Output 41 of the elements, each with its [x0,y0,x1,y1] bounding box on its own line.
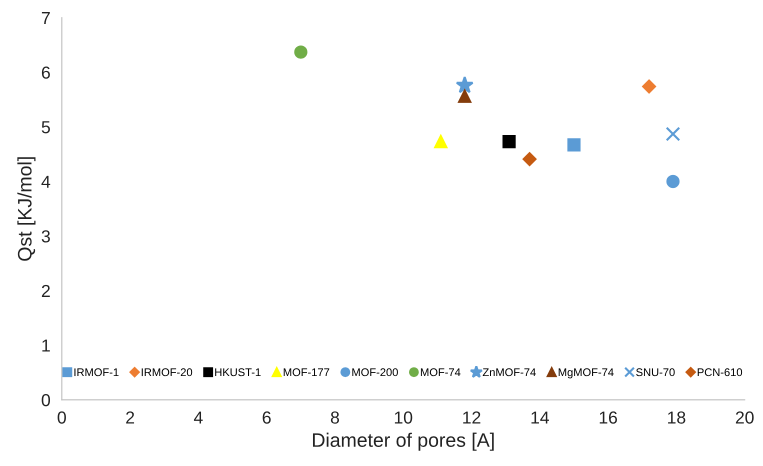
point [567,138,581,152]
x-tick-label: 14 [531,412,549,424]
point [522,152,537,166]
x-tick-label: 8 [330,411,340,424]
x-tick-label: 16 [600,411,618,424]
legend-label: MOF-177 [284,368,330,376]
y-tick-label: 6 [42,66,50,79]
point [666,174,680,188]
x-axis-title: Diameter of pores [A] [312,432,494,451]
x-tick-label: 4 [194,412,203,424]
x-tick-label: 10 [394,411,412,424]
x-tick-label: 2 [126,411,134,424]
legend-label: SNU-70 [636,368,675,376]
point [642,80,656,94]
y-tick-label: 5 [42,121,50,134]
y-tick-label: 2 [42,284,50,297]
point [502,135,516,148]
x-tick-label: 12 [463,411,480,424]
y-tick-label: 1 [42,340,50,352]
y-tick-label: 3 [42,230,50,243]
y-tick-label: 0 [42,394,50,406]
y-tick-label: 4 [41,176,50,188]
x-tick-label: 6 [262,411,271,424]
legend-label: MOF-74 [420,368,460,376]
legend-label: ZnMOF-74 [482,368,536,376]
legend-label: IRMOF-20 [142,368,192,376]
legend-label: MOF-200 [352,368,398,376]
x-tick-label: 20 [736,411,754,424]
point [456,76,474,94]
point [458,90,472,103]
legend-label: PCN-610 [698,368,742,376]
legend-label: MgMOF-74 [558,368,614,378]
point [434,135,448,148]
point [294,46,308,59]
y-tick-label: 7 [42,12,50,24]
x-tick-label: 0 [58,411,66,424]
legend-label: HKUST-1 [215,368,261,376]
x-tick-label: 18 [668,411,686,424]
legend-label: IRMOF-1 [74,368,119,376]
point [666,126,680,142]
y-axis-title: Qst [KJ/mol] [17,157,36,261]
